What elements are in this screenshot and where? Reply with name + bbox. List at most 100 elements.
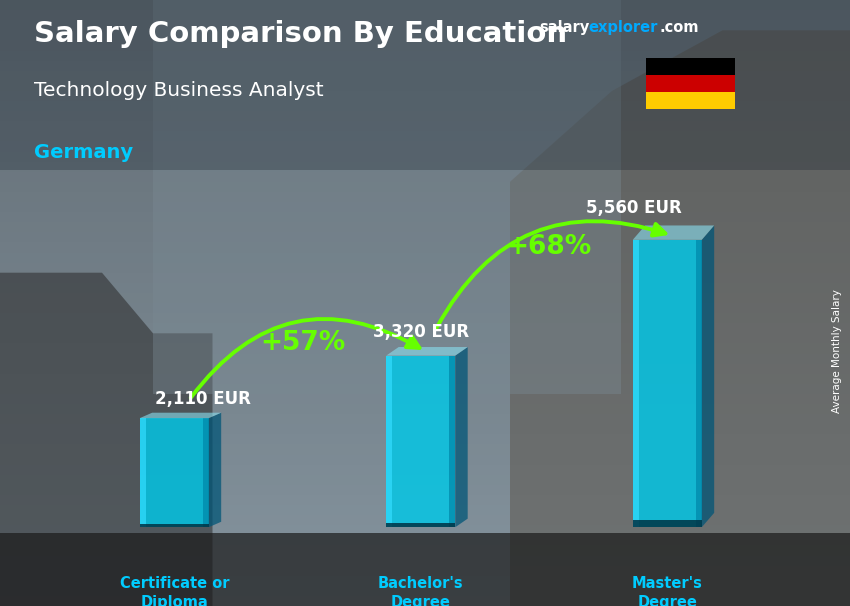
Bar — [646, 58, 735, 75]
Bar — [0, 378, 850, 394]
Bar — [0, 277, 850, 293]
Bar — [632, 240, 639, 527]
Bar — [646, 92, 735, 109]
Bar — [0, 297, 850, 313]
Bar — [0, 317, 850, 333]
Bar — [0, 156, 850, 171]
Bar — [0, 287, 850, 303]
Bar — [0, 489, 850, 505]
Bar — [0, 559, 850, 576]
Bar — [0, 509, 850, 525]
Text: salary: salary — [540, 21, 590, 35]
Bar — [386, 356, 456, 527]
Text: explorer: explorer — [588, 21, 658, 35]
Bar — [0, 226, 850, 242]
Bar — [139, 418, 209, 527]
Polygon shape — [510, 30, 850, 606]
FancyArrowPatch shape — [190, 319, 420, 398]
Bar — [0, 459, 850, 474]
Bar — [0, 0, 850, 10]
FancyArrowPatch shape — [437, 221, 666, 327]
Bar — [0, 499, 850, 515]
Text: Salary Comparison By Education: Salary Comparison By Education — [34, 21, 567, 48]
Polygon shape — [0, 273, 212, 606]
Bar — [0, 95, 850, 111]
Bar — [0, 176, 850, 192]
Bar — [0, 65, 850, 81]
Bar — [0, 358, 850, 374]
Text: Certificate or
Diploma: Certificate or Diploma — [120, 576, 229, 606]
Bar — [632, 240, 702, 527]
Bar — [0, 388, 850, 404]
Bar — [0, 35, 850, 50]
Bar — [153, 0, 620, 394]
Bar — [0, 256, 850, 273]
Polygon shape — [702, 225, 714, 527]
Text: 2,110 EUR: 2,110 EUR — [155, 390, 251, 408]
Text: +57%: +57% — [260, 330, 345, 356]
Text: Average Monthly Salary: Average Monthly Salary — [832, 290, 842, 413]
Bar — [0, 408, 850, 424]
Bar — [0, 590, 850, 606]
Bar — [0, 438, 850, 454]
Bar — [139, 525, 209, 527]
Bar — [449, 356, 456, 527]
Bar — [0, 186, 850, 202]
Text: Master's
Degree: Master's Degree — [632, 576, 703, 606]
Bar — [0, 347, 850, 364]
Text: +68%: +68% — [507, 234, 592, 260]
Bar — [0, 165, 850, 182]
Polygon shape — [386, 347, 468, 356]
Bar — [695, 240, 702, 527]
Bar — [0, 135, 850, 152]
Bar — [0, 327, 850, 344]
Bar — [0, 4, 850, 20]
Bar — [0, 55, 850, 71]
Bar — [0, 307, 850, 323]
Bar — [0, 468, 850, 485]
Bar — [0, 14, 850, 30]
Bar — [202, 418, 209, 527]
Bar — [0, 44, 850, 61]
Bar — [0, 529, 850, 545]
Bar — [386, 356, 393, 527]
Bar — [646, 75, 735, 92]
Bar — [0, 216, 850, 232]
Bar — [0, 236, 850, 253]
Text: Technology Business Analyst: Technology Business Analyst — [34, 81, 324, 101]
Bar — [0, 145, 850, 162]
Bar — [0, 105, 850, 121]
Text: Bachelor's
Degree: Bachelor's Degree — [378, 576, 463, 606]
Bar — [632, 520, 702, 527]
Bar — [0, 580, 850, 596]
Bar — [0, 85, 850, 101]
Bar — [0, 75, 850, 91]
Text: 5,560 EUR: 5,560 EUR — [586, 199, 682, 217]
Bar — [0, 196, 850, 212]
Bar — [0, 267, 850, 283]
Bar — [0, 24, 850, 41]
Polygon shape — [139, 413, 221, 418]
Bar — [0, 533, 850, 606]
Bar — [0, 539, 850, 556]
Bar — [0, 115, 850, 132]
Bar — [0, 398, 850, 414]
Bar — [0, 206, 850, 222]
Bar — [139, 418, 146, 527]
Bar — [0, 338, 850, 353]
Bar — [0, 125, 850, 141]
Polygon shape — [209, 413, 221, 527]
Polygon shape — [456, 347, 468, 527]
Bar — [0, 550, 850, 565]
Polygon shape — [632, 225, 714, 240]
Bar — [0, 519, 850, 535]
Bar — [0, 418, 850, 435]
Text: .com: .com — [660, 21, 699, 35]
Bar — [0, 570, 850, 586]
Bar — [0, 428, 850, 444]
Bar — [0, 247, 850, 262]
Text: 3,320 EUR: 3,320 EUR — [372, 323, 469, 341]
Bar — [386, 523, 456, 527]
Bar — [0, 448, 850, 465]
Bar — [0, 479, 850, 495]
